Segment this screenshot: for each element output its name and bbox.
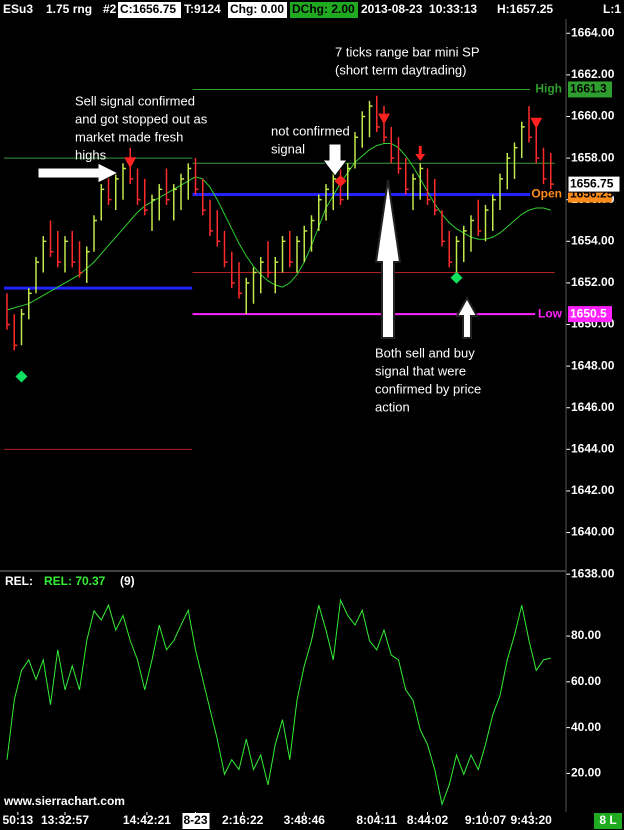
header-datetime: 2013-08-23 10:33:13 <box>361 2 477 16</box>
header-high: H:1657.25 <box>497 2 553 16</box>
y-tick-label: 1658.00 <box>571 150 615 164</box>
date-box <box>182 813 210 829</box>
y-tick-label: 60.00 <box>571 674 601 688</box>
header-close: C:1656.75 <box>120 2 176 16</box>
indicator-panel: www.sierrachart.com 20.00 40.00 60.00 80.00 R… <box>3 574 601 808</box>
y-tick-label: 1652.00 <box>571 275 615 289</box>
y-tick-label: 1662.00 <box>571 67 615 81</box>
y-tick-label: 1660.00 <box>571 109 615 123</box>
x-tick-label: 8:44:02 <box>407 813 449 827</box>
source: www.sierrachart.com <box>3 794 125 808</box>
sell-signal <box>334 174 347 187</box>
annotation: Sell signal confirmed <box>75 93 195 108</box>
level-box <box>568 306 612 323</box>
x-tick-label: 8:04:11 <box>356 813 397 827</box>
y-tick-label: 40.00 <box>571 720 601 734</box>
y-tick-label: 1642.00 <box>571 483 615 497</box>
sell-signal <box>415 145 426 161</box>
header-day-change: DChg: 2.00 <box>292 2 355 16</box>
buy-signal <box>450 271 463 284</box>
x-axis: 50:13 13:32:57 14:42:21 8-23 2:16:22 3:48:46 8… <box>3 812 622 829</box>
y-tick-label: 1648.00 <box>571 358 615 372</box>
header-chart-number: #2 <box>103 2 117 16</box>
x-tick-label: 9:43:20 <box>510 813 552 827</box>
y-tick-label: 1644.00 <box>571 442 615 456</box>
sell-signal <box>530 117 543 129</box>
x-tick-label: 8-23 <box>183 813 207 827</box>
x-tick-label: 9:10:07 <box>465 813 507 827</box>
x-tick-label: 14:42:21 <box>123 813 171 827</box>
annotation: highs <box>75 147 107 162</box>
header-change: Chg: 0.00 <box>230 2 284 16</box>
y-tick-label: 1640.00 <box>571 525 615 539</box>
header-box <box>118 2 181 18</box>
last-price-box <box>567 175 621 193</box>
header-box <box>228 2 287 18</box>
header-symbol: ESu3 <box>3 2 33 16</box>
legend-entry: REL: 70.37 <box>44 574 106 588</box>
header-ticks: T:9124 <box>184 2 221 16</box>
x-tick-label: 3:48:46 <box>284 813 326 827</box>
annotation: confirmed by price <box>375 381 481 396</box>
annotation: (short term daytrading) <box>335 62 467 77</box>
arrow <box>37 162 120 184</box>
sell-signal <box>124 157 137 169</box>
annotation: Both sell and buy <box>375 345 475 360</box>
indicator-period: (9) <box>120 574 135 588</box>
indicator-line <box>6 598 551 807</box>
indicator-title: REL: <box>5 574 33 588</box>
status: 8 L <box>599 813 616 827</box>
level-name: Low <box>538 306 563 320</box>
x-tick-label: 50:13 <box>3 813 34 827</box>
sell-signal <box>378 113 390 125</box>
price-panel: 1638.00 1640.00 1642.00 1644.00 1646.00 1648.… <box>4 25 621 580</box>
annotation: action <box>375 399 410 414</box>
x-tick-label: 13:32:57 <box>41 813 89 827</box>
y-tick-label: 1654.00 <box>571 233 615 247</box>
annotation: and got stopped out as <box>75 111 208 126</box>
moving-average <box>6 143 551 311</box>
header-low: L:1 <box>603 2 621 16</box>
arrow <box>455 295 479 339</box>
level-name: Open <box>531 187 562 201</box>
header-bar-type: 1.75 rng <box>46 2 92 16</box>
annotation: signal that were <box>375 363 466 378</box>
status-box <box>594 813 622 829</box>
y-tick-label: 1638.00 <box>571 566 615 580</box>
x-axis-band <box>0 812 624 830</box>
annotation: not confirmed <box>271 123 350 138</box>
arrow <box>374 179 402 339</box>
level-box <box>568 81 612 98</box>
level-value: 1650.5 <box>570 306 607 320</box>
arrow <box>322 143 348 177</box>
annotation: 7 ticks range bar mini SP <box>335 44 480 59</box>
last-price: 1656.75 <box>570 176 614 190</box>
annotation: market made fresh <box>75 129 183 144</box>
y-tick-label: 20.00 <box>571 766 601 780</box>
x-tick-label: 2:16:22 <box>222 813 264 827</box>
level-value: 1661.3 <box>570 82 607 96</box>
header-box <box>290 2 358 18</box>
y-tick-label: 1646.00 <box>571 400 615 414</box>
buy-signal <box>15 370 28 383</box>
y-tick-label: 80.00 <box>571 628 601 642</box>
level-name: High <box>535 82 562 96</box>
annotation: signal <box>271 141 305 156</box>
y-tick-label: 1664.00 <box>571 25 615 39</box>
